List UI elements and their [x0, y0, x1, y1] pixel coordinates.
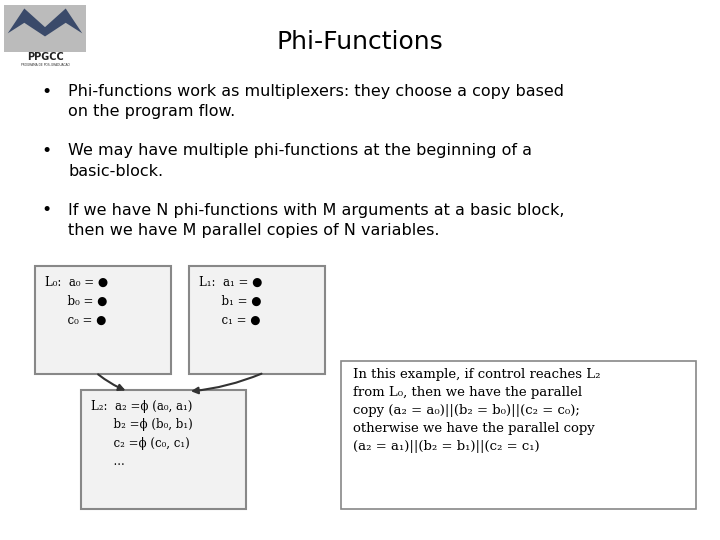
- Text: L₁:  a₁ = ●
      b₁ = ●
      c₁ = ●: L₁: a₁ = ● b₁ = ● c₁ = ●: [199, 275, 263, 326]
- Text: •: •: [41, 142, 51, 160]
- Text: L₂:  a₂ =ϕ (a₀, a₁)
      b₂ =ϕ (b₀, b₁)
      c₂ =ϕ (c₀, c₁)
      ...: L₂: a₂ =ϕ (a₀, a₁) b₂ =ϕ (b₀, b₁) c₂ =ϕ …: [91, 400, 193, 468]
- FancyBboxPatch shape: [81, 390, 246, 509]
- Polygon shape: [8, 9, 82, 36]
- Text: L₀:  a₀ = ●
      b₀ = ●
      c₀ = ●: L₀: a₀ = ● b₀ = ● c₀ = ●: [45, 275, 108, 326]
- Text: •: •: [41, 83, 51, 100]
- FancyBboxPatch shape: [341, 361, 696, 509]
- Text: Phi-functions work as multiplexers: they choose a copy based
on the program flow: Phi-functions work as multiplexers: they…: [68, 84, 564, 119]
- Text: In this example, if control reaches L₂
from L₀, then we have the parallel
copy (: In this example, if control reaches L₂ f…: [353, 368, 600, 453]
- FancyBboxPatch shape: [35, 266, 171, 374]
- Text: •: •: [41, 201, 51, 219]
- Text: We may have multiple phi-functions at the beginning of a
basic-block.: We may have multiple phi-functions at th…: [68, 143, 532, 179]
- Text: PPGCC: PPGCC: [27, 52, 63, 62]
- Text: If we have N phi-functions with M arguments at a basic block,
then we have M par: If we have N phi-functions with M argume…: [68, 202, 565, 238]
- FancyBboxPatch shape: [189, 266, 325, 374]
- Text: Phi-Functions: Phi-Functions: [276, 30, 444, 53]
- Text: PROGRAMA DE POS-GRADUACAO: PROGRAMA DE POS-GRADUACAO: [21, 63, 69, 67]
- FancyBboxPatch shape: [4, 5, 86, 52]
